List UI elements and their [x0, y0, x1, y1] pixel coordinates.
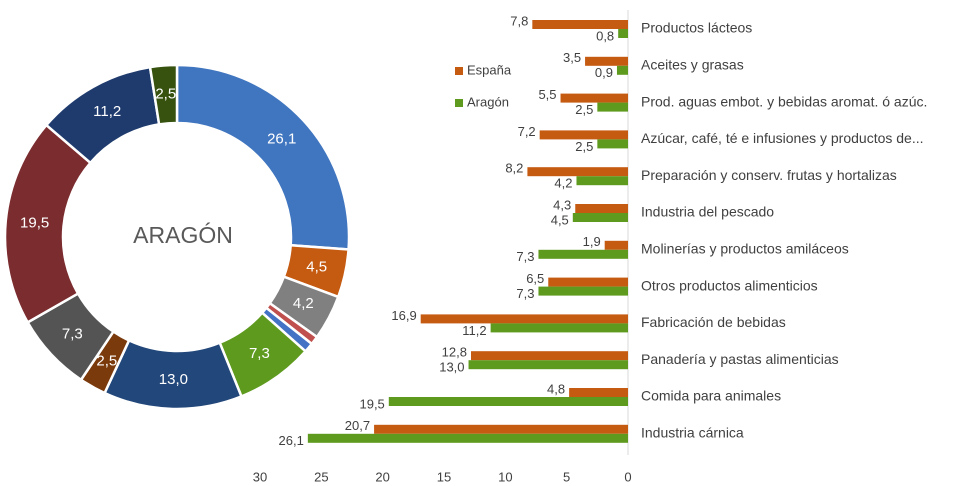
data-label: 13,0 — [439, 360, 464, 375]
legend-label: España — [467, 62, 512, 77]
data-label: 4,8 — [547, 381, 565, 396]
data-label: 2,5 — [96, 353, 117, 370]
bar — [572, 213, 628, 222]
bar — [538, 286, 628, 296]
data-label: 4,5 — [306, 258, 327, 275]
data-label: 16,9 — [391, 308, 416, 323]
category-label: Prod. aguas embot. y bebidas aromat. ó a… — [641, 93, 927, 109]
data-label: 4,3 — [553, 197, 571, 212]
data-label: 4,5 — [551, 212, 569, 227]
data-label: 19,5 — [20, 214, 49, 231]
category-label: Comida para animales — [641, 388, 781, 404]
category-label: Fabricación de bebidas — [641, 314, 786, 330]
bar — [470, 351, 628, 361]
data-label: 2,5 — [575, 139, 593, 154]
bar — [604, 240, 628, 250]
bar — [569, 388, 628, 397]
bar — [538, 249, 628, 259]
bar — [490, 323, 628, 333]
bar — [527, 167, 628, 177]
data-label: 20,7 — [345, 418, 370, 433]
x-tick-label: 15 — [437, 469, 451, 484]
bar — [388, 397, 628, 406]
x-tick-label: 0 — [624, 469, 631, 484]
category-label: Otros productos alimenticios — [641, 277, 818, 293]
category-label: Preparación y conserv. frutas y hortaliz… — [641, 167, 897, 183]
x-tick-label: 10 — [498, 469, 512, 484]
data-label: 11,2 — [93, 103, 121, 120]
bar — [597, 139, 628, 149]
bar — [548, 277, 628, 287]
data-label: 7,3 — [516, 286, 534, 301]
x-tick-label: 30 — [253, 469, 267, 484]
data-label: 12,8 — [442, 345, 467, 360]
data-label: 26,1 — [279, 433, 304, 448]
bar — [468, 360, 628, 370]
data-label: 8,2 — [505, 161, 523, 176]
bar — [597, 102, 628, 112]
donut-center-title: ARAGÓN — [133, 222, 233, 248]
category-label: Azúcar, café, té e infusiones y producto… — [641, 130, 924, 146]
data-label: 7,3 — [249, 345, 270, 362]
x-tick-label: 5 — [563, 469, 570, 484]
category-label: Molinerías y productos amiláceos — [641, 241, 849, 257]
data-label: 5,5 — [538, 87, 556, 102]
data-label: 7,3 — [516, 249, 534, 264]
bar — [616, 65, 628, 75]
data-label: 4,2 — [293, 295, 314, 312]
data-label: 7,3 — [62, 325, 83, 342]
data-label: 4,2 — [554, 176, 572, 191]
data-label: 7,8 — [510, 13, 528, 28]
x-tick-label: 20 — [375, 469, 389, 484]
bar — [618, 29, 628, 38]
category-label: Productos lácteos — [641, 20, 752, 36]
data-label: 2,5 — [575, 102, 593, 117]
bar — [307, 433, 628, 443]
legend-swatch — [455, 99, 463, 107]
data-label: 1,9 — [583, 234, 601, 249]
data-label: 19,5 — [359, 396, 384, 411]
data-label: 3,5 — [563, 50, 581, 65]
data-label: 26,1 — [267, 131, 296, 148]
data-label: 7,2 — [518, 124, 536, 139]
data-label: 0,8 — [596, 28, 614, 43]
bar — [575, 204, 628, 213]
bar — [532, 20, 628, 29]
data-label: 0,9 — [595, 65, 613, 80]
category-label: Industria cárnica — [641, 425, 744, 441]
category-label: Panadería y pastas alimenticias — [641, 351, 839, 367]
bar — [539, 130, 628, 140]
category-label: Aceites y grasas — [641, 57, 744, 73]
data-label: 6,5 — [526, 271, 544, 286]
data-label: 13,0 — [159, 371, 188, 388]
legend-label: Aragón — [467, 94, 509, 109]
data-label: 11,2 — [462, 323, 486, 338]
donut-segment — [148, 63, 179, 126]
bar — [374, 424, 628, 434]
bar — [585, 56, 628, 66]
category-label: Industria del pescado — [641, 204, 774, 220]
bar — [576, 176, 628, 186]
x-tick-label: 25 — [314, 469, 328, 484]
bar — [560, 93, 628, 103]
legend-swatch — [455, 67, 463, 75]
bar — [420, 314, 628, 324]
data-label: 2,5 — [155, 85, 176, 102]
